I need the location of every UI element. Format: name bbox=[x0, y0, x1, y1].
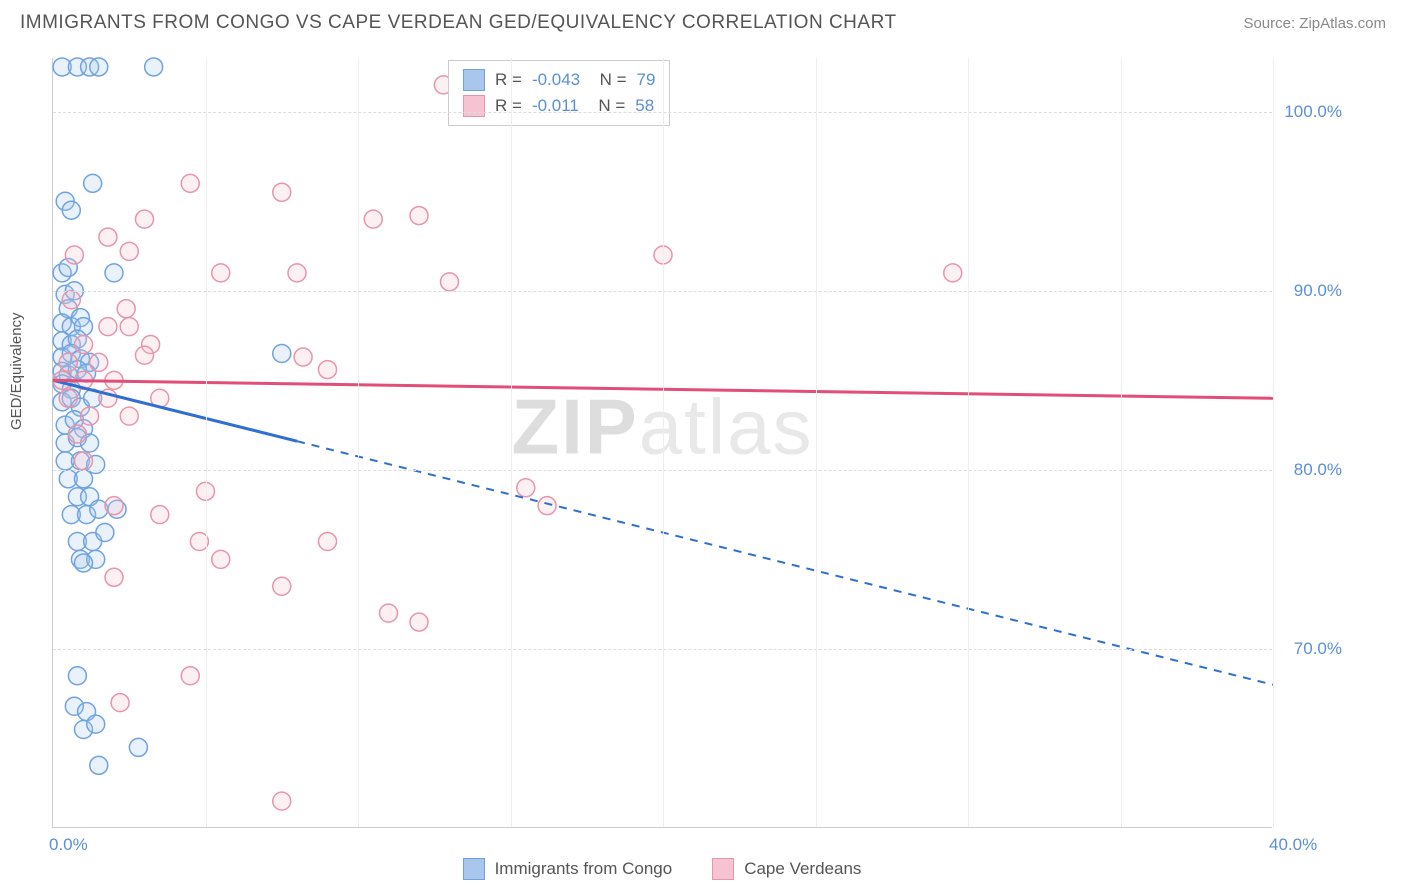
data-point bbox=[105, 264, 123, 282]
data-point bbox=[75, 336, 93, 354]
legend-item: Immigrants from Congo bbox=[463, 858, 673, 880]
data-point bbox=[273, 792, 291, 810]
data-point bbox=[181, 174, 199, 192]
data-point bbox=[120, 318, 138, 336]
y-axis-label: GED/Equivalency bbox=[8, 312, 25, 430]
data-point bbox=[105, 568, 123, 586]
data-point bbox=[120, 407, 138, 425]
data-point bbox=[120, 242, 138, 260]
legend-label: Cape Verdeans bbox=[744, 859, 861, 879]
data-point bbox=[68, 667, 86, 685]
y-tick-label: 80.0% bbox=[1282, 460, 1342, 480]
gridline-vertical bbox=[358, 58, 359, 827]
y-tick-label: 90.0% bbox=[1282, 281, 1342, 301]
data-point bbox=[96, 524, 114, 542]
data-point bbox=[380, 604, 398, 622]
data-point bbox=[294, 348, 312, 366]
data-point bbox=[111, 694, 129, 712]
data-point bbox=[273, 183, 291, 201]
data-point bbox=[117, 300, 135, 318]
data-point bbox=[99, 318, 117, 336]
legend-swatch-icon bbox=[463, 95, 485, 117]
gridline-vertical bbox=[663, 58, 664, 827]
gridline-vertical bbox=[511, 58, 512, 827]
legend-r-value: -0.011 bbox=[532, 96, 579, 116]
gridline-vertical bbox=[1273, 58, 1274, 827]
data-point bbox=[81, 407, 99, 425]
legend-stat-row: R = -0.043 N = 79 bbox=[463, 67, 655, 93]
legend-n-value: 58 bbox=[635, 96, 654, 116]
data-point bbox=[62, 201, 80, 219]
data-point bbox=[319, 532, 337, 550]
data-point bbox=[136, 346, 154, 364]
legend-r-value: -0.043 bbox=[532, 70, 580, 90]
legend-n-label: N = bbox=[590, 70, 626, 90]
legend-n-value: 79 bbox=[637, 70, 656, 90]
legend-label: Immigrants from Congo bbox=[495, 859, 673, 879]
data-point bbox=[105, 497, 123, 515]
data-point bbox=[410, 613, 428, 631]
source-label: Source: ZipAtlas.com bbox=[1243, 15, 1386, 32]
legend-stat-row: R = -0.011 N = 58 bbox=[463, 93, 655, 119]
gridline-vertical bbox=[816, 58, 817, 827]
data-point bbox=[538, 497, 556, 515]
data-point bbox=[90, 353, 108, 371]
legend-r-label: R = bbox=[495, 96, 522, 116]
data-point bbox=[136, 210, 154, 228]
data-point bbox=[87, 715, 105, 733]
legend-bottom: Immigrants from Congo Cape Verdeans bbox=[52, 858, 1272, 880]
gridline-vertical bbox=[968, 58, 969, 827]
data-point bbox=[84, 174, 102, 192]
data-point bbox=[151, 506, 169, 524]
data-point bbox=[410, 207, 428, 225]
chart-title: IMMIGRANTS FROM CONGO VS CAPE VERDEAN GE… bbox=[20, 12, 897, 34]
legend-item: Cape Verdeans bbox=[712, 858, 861, 880]
data-point bbox=[75, 452, 93, 470]
data-point bbox=[181, 667, 199, 685]
data-point bbox=[59, 353, 77, 371]
legend-n-label: N = bbox=[589, 96, 625, 116]
data-point bbox=[90, 756, 108, 774]
data-point bbox=[364, 210, 382, 228]
data-point bbox=[944, 264, 962, 282]
data-point bbox=[65, 246, 83, 264]
legend-stats: R = -0.043 N = 79R = -0.011 N = 58 bbox=[448, 60, 670, 126]
data-point bbox=[441, 273, 459, 291]
data-point bbox=[68, 425, 86, 443]
data-point bbox=[129, 738, 147, 756]
y-tick-label: 70.0% bbox=[1282, 639, 1342, 659]
data-point bbox=[517, 479, 535, 497]
legend-r-label: R = bbox=[495, 70, 522, 90]
y-tick-label: 100.0% bbox=[1282, 102, 1342, 122]
chart-plot-area: ZIPatlas R = -0.043 N = 79R = -0.011 N =… bbox=[52, 58, 1272, 828]
data-point bbox=[62, 291, 80, 309]
data-point bbox=[273, 577, 291, 595]
legend-swatch-icon bbox=[712, 858, 734, 880]
data-point bbox=[212, 264, 230, 282]
data-point bbox=[212, 550, 230, 568]
x-tick-label: 0.0% bbox=[49, 835, 88, 855]
gridline-vertical bbox=[206, 58, 207, 827]
data-point bbox=[99, 228, 117, 246]
data-point bbox=[90, 58, 108, 76]
data-point bbox=[59, 389, 77, 407]
data-point bbox=[75, 554, 93, 572]
x-tick-label: 40.0% bbox=[1269, 835, 1317, 855]
legend-swatch-icon bbox=[463, 69, 485, 91]
data-point bbox=[273, 344, 291, 362]
data-point bbox=[75, 470, 93, 488]
data-point bbox=[145, 58, 163, 76]
legend-swatch-icon bbox=[463, 858, 485, 880]
gridline-vertical bbox=[1121, 58, 1122, 827]
data-point bbox=[288, 264, 306, 282]
data-point bbox=[319, 361, 337, 379]
